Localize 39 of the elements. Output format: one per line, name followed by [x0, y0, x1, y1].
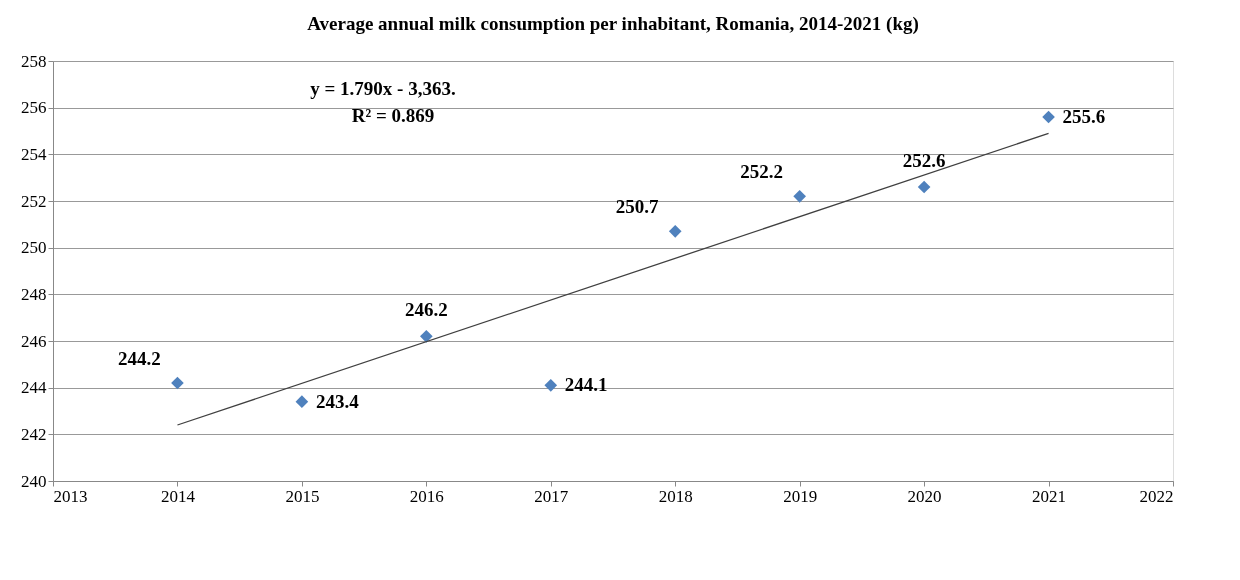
- y-tick-label: 240: [21, 471, 47, 491]
- data-label: 246.2: [404, 299, 448, 321]
- x-tick-label: 2015: [285, 486, 320, 506]
- data-label: 244.1: [564, 374, 608, 396]
- y-tick-label: 242: [21, 424, 47, 444]
- annotation: y = 1.790x - 3,363.: [310, 78, 456, 99]
- point: [668, 225, 682, 238]
- data-label: 252.6: [902, 150, 946, 171]
- point: [544, 379, 558, 392]
- x-tick-label: 2014: [160, 486, 196, 506]
- y-tick-label: 250: [21, 238, 47, 258]
- data-label: 252.2: [740, 161, 784, 183]
- data-label: 250.7: [615, 196, 660, 218]
- y-tick-label: 246: [21, 331, 47, 351]
- x-tick-label: 2018: [658, 486, 693, 506]
- y-tick-label: 256: [21, 98, 47, 118]
- annotation: R² = 0.869: [351, 105, 435, 126]
- y-tick-label: 252: [21, 191, 47, 211]
- x-tick-label: 2016: [409, 486, 444, 506]
- x-tick-label: 2017: [534, 486, 569, 506]
- x-tick-label: 2021: [1032, 486, 1067, 506]
- y-tick-label: 258: [21, 51, 47, 71]
- point: [917, 180, 931, 194]
- chart-title: Average annual milk consumption per inhabitant, Romania, 2014-2021 (kg): [307, 13, 919, 35]
- data-label: 255.6: [1062, 106, 1106, 127]
- x-tick-label: 2013: [53, 486, 88, 506]
- x-tick-label: 2022: [1139, 486, 1174, 506]
- data-label: 244.2: [118, 348, 161, 369]
- y-tick-label: 244: [21, 378, 47, 398]
- x-tick-label: 2020: [907, 486, 942, 506]
- x-tick-label: 2019: [783, 486, 818, 506]
- point: [1042, 110, 1055, 124]
- point: [295, 395, 309, 408]
- point: [420, 330, 433, 343]
- point: [793, 190, 806, 203]
- data-label: 243.4: [315, 390, 360, 412]
- y-tick-label: 254: [21, 144, 47, 164]
- y-tick-label: 248: [21, 284, 47, 304]
- point: [171, 376, 184, 390]
